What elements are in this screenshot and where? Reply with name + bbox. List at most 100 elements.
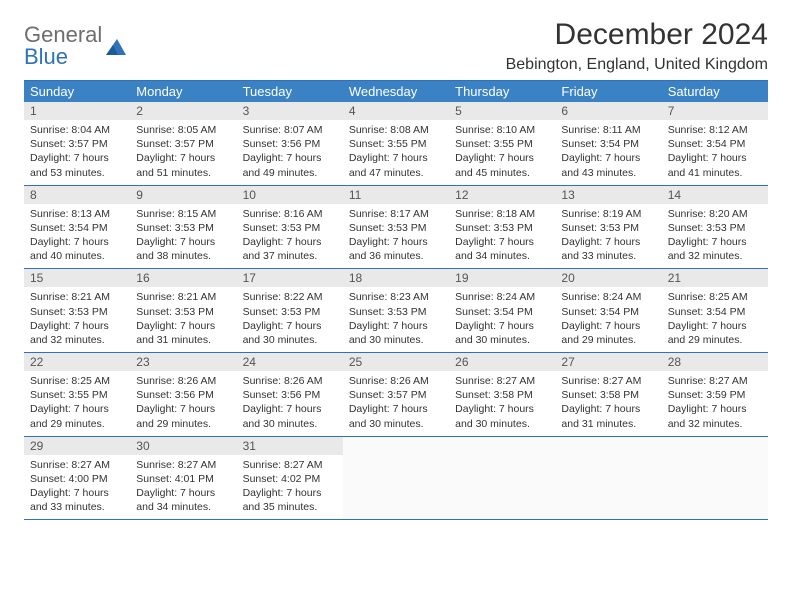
sunrise-line: Sunrise: 8:27 AM: [668, 374, 762, 388]
sunset-line: Sunset: 3:58 PM: [561, 388, 655, 402]
day-number: 10: [237, 186, 343, 204]
day-body: Sunrise: 8:10 AMSunset: 3:55 PMDaylight:…: [449, 120, 555, 185]
day-number: 31: [237, 437, 343, 455]
day-number: 23: [130, 353, 236, 371]
day-number: 22: [24, 353, 130, 371]
day-cell: 26Sunrise: 8:27 AMSunset: 3:58 PMDayligh…: [449, 353, 555, 436]
daylight-line: Daylight: 7 hours and 30 minutes.: [455, 319, 549, 347]
day-cell: .: [662, 437, 768, 520]
day-number: 28: [662, 353, 768, 371]
sunset-line: Sunset: 3:53 PM: [243, 221, 337, 235]
day-body: Sunrise: 8:24 AMSunset: 3:54 PMDaylight:…: [449, 287, 555, 352]
day-cell: 7Sunrise: 8:12 AMSunset: 3:54 PMDaylight…: [662, 102, 768, 185]
day-number: 17: [237, 269, 343, 287]
day-number: 24: [237, 353, 343, 371]
daylight-line: Daylight: 7 hours and 30 minutes.: [243, 402, 337, 430]
day-body: Sunrise: 8:21 AMSunset: 3:53 PMDaylight:…: [130, 287, 236, 352]
sunset-line: Sunset: 3:54 PM: [561, 305, 655, 319]
day-body: Sunrise: 8:27 AMSunset: 3:58 PMDaylight:…: [555, 371, 661, 436]
day-cell: 29Sunrise: 8:27 AMSunset: 4:00 PMDayligh…: [24, 437, 130, 520]
sunrise-line: Sunrise: 8:25 AM: [668, 290, 762, 304]
sunrise-line: Sunrise: 8:23 AM: [349, 290, 443, 304]
daylight-line: Daylight: 7 hours and 32 minutes.: [30, 319, 124, 347]
sunrise-line: Sunrise: 8:07 AM: [243, 123, 337, 137]
day-cell: .: [555, 437, 661, 520]
day-cell: 19Sunrise: 8:24 AMSunset: 3:54 PMDayligh…: [449, 269, 555, 352]
day-number: 7: [662, 102, 768, 120]
day-body: Sunrise: 8:18 AMSunset: 3:53 PMDaylight:…: [449, 204, 555, 269]
day-number: 19: [449, 269, 555, 287]
sunset-line: Sunset: 3:55 PM: [455, 137, 549, 151]
day-cell: 10Sunrise: 8:16 AMSunset: 3:53 PMDayligh…: [237, 186, 343, 269]
sunrise-line: Sunrise: 8:24 AM: [455, 290, 549, 304]
sunrise-line: Sunrise: 8:05 AM: [136, 123, 230, 137]
daylight-line: Daylight: 7 hours and 36 minutes.: [349, 235, 443, 263]
sunrise-line: Sunrise: 8:27 AM: [243, 458, 337, 472]
daylight-line: Daylight: 7 hours and 43 minutes.: [561, 151, 655, 179]
day-body: Sunrise: 8:07 AMSunset: 3:56 PMDaylight:…: [237, 120, 343, 185]
sunrise-line: Sunrise: 8:11 AM: [561, 123, 655, 137]
day-body: Sunrise: 8:23 AMSunset: 3:53 PMDaylight:…: [343, 287, 449, 352]
day-cell: 13Sunrise: 8:19 AMSunset: 3:53 PMDayligh…: [555, 186, 661, 269]
day-cell: 12Sunrise: 8:18 AMSunset: 3:53 PMDayligh…: [449, 186, 555, 269]
day-body: Sunrise: 8:27 AMSunset: 3:58 PMDaylight:…: [449, 371, 555, 436]
sunset-line: Sunset: 3:53 PM: [136, 221, 230, 235]
day-cell: 27Sunrise: 8:27 AMSunset: 3:58 PMDayligh…: [555, 353, 661, 436]
sunrise-line: Sunrise: 8:27 AM: [136, 458, 230, 472]
day-body: Sunrise: 8:15 AMSunset: 3:53 PMDaylight:…: [130, 204, 236, 269]
day-number: 20: [555, 269, 661, 287]
logo: General Blue: [24, 18, 130, 68]
day-body: Sunrise: 8:20 AMSunset: 3:53 PMDaylight:…: [662, 204, 768, 269]
daylight-line: Daylight: 7 hours and 34 minutes.: [455, 235, 549, 263]
sunrise-line: Sunrise: 8:26 AM: [349, 374, 443, 388]
daylight-line: Daylight: 7 hours and 31 minutes.: [136, 319, 230, 347]
sunrise-line: Sunrise: 8:20 AM: [668, 207, 762, 221]
sunset-line: Sunset: 3:54 PM: [668, 305, 762, 319]
day-cell: 31Sunrise: 8:27 AMSunset: 4:02 PMDayligh…: [237, 437, 343, 520]
sunset-line: Sunset: 3:57 PM: [30, 137, 124, 151]
daylight-line: Daylight: 7 hours and 31 minutes.: [561, 402, 655, 430]
daylight-line: Daylight: 7 hours and 41 minutes.: [668, 151, 762, 179]
day-number: 1: [24, 102, 130, 120]
sunset-line: Sunset: 3:57 PM: [136, 137, 230, 151]
day-cell: 20Sunrise: 8:24 AMSunset: 3:54 PMDayligh…: [555, 269, 661, 352]
day-body: Sunrise: 8:21 AMSunset: 3:53 PMDaylight:…: [24, 287, 130, 352]
day-cell: 6Sunrise: 8:11 AMSunset: 3:54 PMDaylight…: [555, 102, 661, 185]
day-number: 29: [24, 437, 130, 455]
daylight-line: Daylight: 7 hours and 29 minutes.: [136, 402, 230, 430]
day-body: Sunrise: 8:25 AMSunset: 3:55 PMDaylight:…: [24, 371, 130, 436]
dow-mon: Monday: [130, 81, 236, 102]
day-body: Sunrise: 8:19 AMSunset: 3:53 PMDaylight:…: [555, 204, 661, 269]
day-body: Sunrise: 8:13 AMSunset: 3:54 PMDaylight:…: [24, 204, 130, 269]
day-number: 16: [130, 269, 236, 287]
day-body: Sunrise: 8:08 AMSunset: 3:55 PMDaylight:…: [343, 120, 449, 185]
day-cell: 2Sunrise: 8:05 AMSunset: 3:57 PMDaylight…: [130, 102, 236, 185]
sunset-line: Sunset: 3:56 PM: [243, 137, 337, 151]
sunset-line: Sunset: 3:59 PM: [668, 388, 762, 402]
sunrise-line: Sunrise: 8:27 AM: [561, 374, 655, 388]
sunset-line: Sunset: 3:56 PM: [136, 388, 230, 402]
sunrise-line: Sunrise: 8:19 AM: [561, 207, 655, 221]
week-row: 22Sunrise: 8:25 AMSunset: 3:55 PMDayligh…: [24, 353, 768, 437]
day-cell: 4Sunrise: 8:08 AMSunset: 3:55 PMDaylight…: [343, 102, 449, 185]
day-number: 13: [555, 186, 661, 204]
week-row: 8Sunrise: 8:13 AMSunset: 3:54 PMDaylight…: [24, 186, 768, 270]
day-cell: 28Sunrise: 8:27 AMSunset: 3:59 PMDayligh…: [662, 353, 768, 436]
dow-thu: Thursday: [449, 81, 555, 102]
sunrise-line: Sunrise: 8:16 AM: [243, 207, 337, 221]
day-cell: 30Sunrise: 8:27 AMSunset: 4:01 PMDayligh…: [130, 437, 236, 520]
sunset-line: Sunset: 4:00 PM: [30, 472, 124, 486]
week-row: 15Sunrise: 8:21 AMSunset: 3:53 PMDayligh…: [24, 269, 768, 353]
sunset-line: Sunset: 3:53 PM: [455, 221, 549, 235]
day-body: Sunrise: 8:26 AMSunset: 3:57 PMDaylight:…: [343, 371, 449, 436]
sunset-line: Sunset: 3:55 PM: [349, 137, 443, 151]
sunset-line: Sunset: 3:53 PM: [668, 221, 762, 235]
day-cell: 25Sunrise: 8:26 AMSunset: 3:57 PMDayligh…: [343, 353, 449, 436]
day-cell: 11Sunrise: 8:17 AMSunset: 3:53 PMDayligh…: [343, 186, 449, 269]
day-number: 8: [24, 186, 130, 204]
daylight-line: Daylight: 7 hours and 53 minutes.: [30, 151, 124, 179]
daylight-line: Daylight: 7 hours and 29 minutes.: [668, 319, 762, 347]
day-number: 14: [662, 186, 768, 204]
location: Bebington, England, United Kingdom: [506, 56, 768, 74]
sunrise-line: Sunrise: 8:15 AM: [136, 207, 230, 221]
